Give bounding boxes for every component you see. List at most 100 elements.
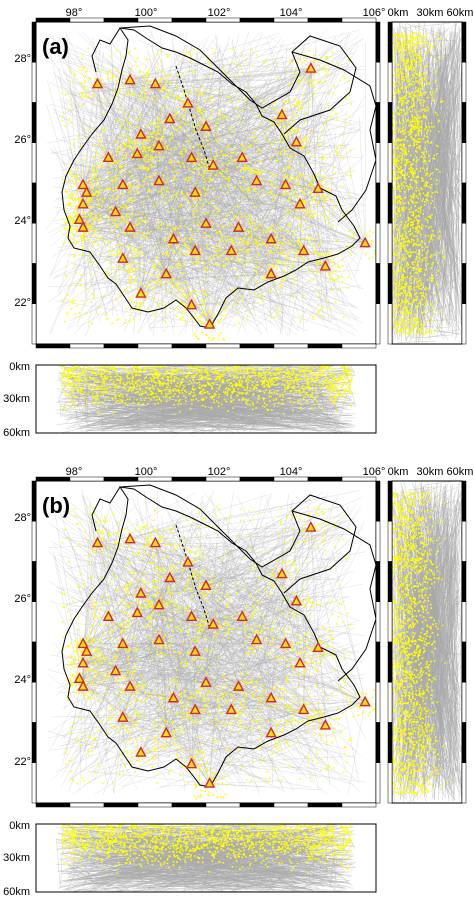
frame-tick (375, 561, 381, 602)
station-marker (200, 120, 212, 131)
lat-tick-label: 26° (14, 134, 31, 146)
station-marker (290, 135, 303, 147)
event-cloud (61, 506, 376, 800)
depth-tick-label: 60km (447, 466, 474, 478)
depth-tick-label: 30km (417, 7, 444, 19)
station-marker (135, 128, 147, 139)
frame-tick (461, 641, 467, 683)
station-marker (135, 587, 147, 598)
frame-tick (387, 142, 393, 184)
lon-tick-label: 98° (66, 466, 83, 478)
frame-tick (103, 17, 139, 23)
frame-tick (171, 17, 207, 23)
frame-tick (239, 802, 275, 808)
events (61, 47, 376, 342)
frame-tick (461, 142, 467, 184)
frame-tick (103, 343, 139, 349)
frame-tick (341, 802, 377, 808)
station-marker (153, 598, 165, 610)
station-marker (149, 77, 162, 89)
map-panel-a: (a) 98° 100° 102° 104° 106° 28° 26° 24° … (14, 7, 385, 349)
frame-tick (461, 303, 467, 345)
frame-tick (461, 62, 467, 103)
station-marker (77, 637, 89, 649)
frame-tick (387, 102, 393, 143)
frame-tick (137, 802, 173, 808)
station-marker (297, 703, 310, 715)
frame-tick (375, 303, 381, 345)
frame-tick (31, 182, 37, 224)
station-marker (312, 182, 324, 194)
lat-tick-label: 24° (14, 215, 31, 227)
frame-tick (31, 561, 37, 602)
station-marker (160, 267, 172, 279)
frame-tick (375, 142, 381, 184)
panel-label-a: (a) (42, 34, 69, 59)
station-marker (117, 711, 129, 722)
station-marker (319, 259, 332, 271)
station-marker (207, 159, 219, 170)
station-marker (236, 151, 248, 162)
frame-tick (387, 521, 393, 562)
station-marker (189, 186, 201, 197)
station-marker (160, 726, 172, 738)
frame-tick (387, 601, 393, 643)
station-marker (77, 197, 89, 209)
lat-depth-section-b: 0km 30km 60km (387, 466, 474, 804)
frame-tick (307, 17, 343, 23)
frame-tick (341, 17, 377, 23)
station-marker (189, 244, 201, 256)
station-marker (250, 174, 263, 186)
station-marker (250, 633, 263, 645)
station-marker (135, 287, 147, 298)
frame-tick (307, 476, 343, 482)
frame-tick (375, 182, 381, 224)
station-marker (135, 746, 147, 757)
lat-ticks-a: 28° 26° 24° 22° (14, 53, 31, 309)
province-boundaries (61, 25, 376, 329)
station-marker (167, 232, 180, 244)
station-marker (185, 757, 198, 769)
frame-tick (461, 762, 467, 804)
frame-tick (31, 641, 37, 683)
station-marker (124, 532, 136, 544)
station-marker (164, 112, 176, 124)
station-marker (232, 221, 245, 232)
frame-tick (239, 343, 275, 349)
event-cloud (392, 32, 445, 336)
lat-tick-label: 22° (14, 756, 31, 768)
frame-tick (273, 343, 309, 349)
station-marker (73, 672, 86, 684)
depth-tick-label: 0km (9, 361, 30, 373)
frame-tick (239, 17, 275, 23)
station-marker (117, 252, 129, 263)
map-frame-b (31, 476, 381, 808)
frame-tick (31, 62, 37, 103)
frame-tick (31, 102, 37, 143)
frame-tick (31, 682, 37, 723)
station-marker (359, 236, 371, 248)
frame-tick (461, 102, 467, 143)
station-marker (124, 221, 136, 232)
depth-tick-label: 30km (3, 393, 30, 405)
frame-tick (387, 182, 393, 224)
frame-tick (461, 223, 467, 264)
station-marker (189, 645, 201, 656)
lon-tick-label: 102° (208, 466, 231, 478)
events (61, 506, 376, 800)
station-marker (153, 633, 165, 645)
frame-tick (341, 476, 377, 482)
frame-tick (103, 802, 139, 808)
lat-tick-label: 24° (14, 674, 31, 686)
stations (73, 521, 371, 788)
tibet-boundary (91, 486, 121, 532)
lon-tick-label: 100° (135, 466, 158, 478)
station-marker (265, 691, 277, 703)
lon-depth-section-a: 0km 30km 60km (3, 361, 377, 439)
station-marker (232, 680, 245, 691)
frame-tick (387, 480, 393, 522)
frame-tick (171, 343, 207, 349)
station-marker (265, 267, 277, 279)
frame-tick (461, 182, 467, 224)
